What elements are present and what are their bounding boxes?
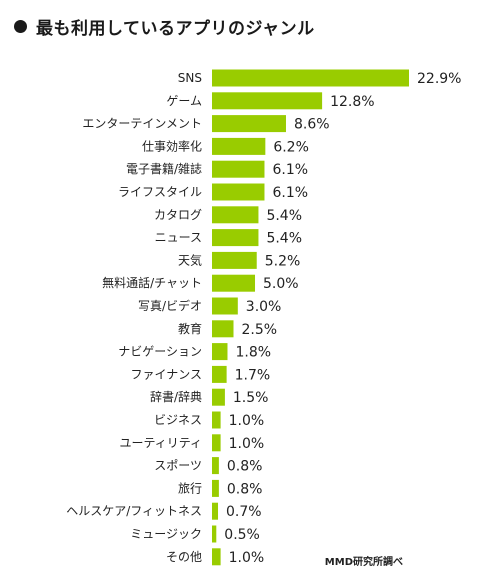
category-label: ミュージック [130,527,202,541]
category-label: 天気 [178,252,202,267]
bar [212,343,228,361]
bar [212,388,225,406]
value-label: 5.4% [266,208,302,224]
value-label: 5.0% [263,276,299,292]
bar [212,115,286,133]
category-label: ビジネス [154,413,202,427]
value-label: 1.0% [229,436,265,452]
value-label: 22.9% [417,71,461,87]
bar [212,297,238,315]
category-label: エンターテインメント [82,117,202,131]
bar [212,160,265,178]
bar [212,502,219,520]
value-label: 6.1% [272,162,308,178]
value-label: 8.6% [294,117,330,133]
category-label: カタログ [154,208,202,222]
category-label: ゲーム [166,94,202,108]
bar [212,92,323,110]
value-label: 2.5% [242,322,278,338]
bullet-icon [14,19,27,33]
chart-title: 最も利用しているアプリのジャンル [36,18,315,39]
bar [212,411,221,429]
bar [212,206,259,224]
value-label: 6.2% [273,139,309,155]
value-label: 0.8% [227,459,263,475]
category-label: 旅行 [178,481,202,495]
bar [212,525,217,543]
bar [212,365,227,383]
category-label: その他 [166,550,202,564]
bar [212,69,409,87]
value-label: 12.8% [330,94,374,110]
category-label: ファイナンス [130,367,202,381]
bar [212,137,266,155]
category-label: ヘルスケア/フィットネス [66,504,202,518]
bar [212,479,219,497]
category-label: スポーツ [154,459,202,473]
bar [212,548,221,566]
value-label: 5.2% [265,253,301,269]
value-label: 1.8% [235,345,271,361]
bar [212,434,221,452]
category-label: 無料通話/チャット [102,275,202,290]
category-label: 仕事効率化 [142,138,202,153]
category-label: 教育 [178,321,202,336]
category-label: ユーティリティ [119,436,202,450]
bar [212,274,256,292]
category-label: SNS [178,71,202,85]
value-label: 1.7% [235,367,271,383]
value-label: 6.1% [272,185,308,201]
value-label: 3.0% [246,299,282,315]
bar [212,320,234,338]
category-label: 写真/ビデオ [138,298,202,313]
bar [212,457,219,475]
value-label: 1.0% [229,550,265,566]
source-note: MMD研究所調べ [324,557,403,568]
bar [212,229,259,247]
category-label: 辞書/辞典 [150,389,202,404]
value-label: 0.8% [227,481,263,497]
category-label: ナビゲーション [118,345,202,359]
category-label: ニュース [155,231,202,245]
bar [212,251,257,269]
value-label: 0.5% [224,527,260,543]
chart-title-row: 最も利用しているアプリのジャンル [14,14,315,39]
category-label: 電子書籍/雑誌 [126,161,202,176]
category-label: ライフスタイル [118,185,202,199]
value-label: 5.4% [266,231,302,247]
bar [212,183,265,201]
value-label: 1.5% [233,390,269,406]
value-label: 0.7% [226,504,262,520]
value-label: 1.0% [229,413,265,429]
